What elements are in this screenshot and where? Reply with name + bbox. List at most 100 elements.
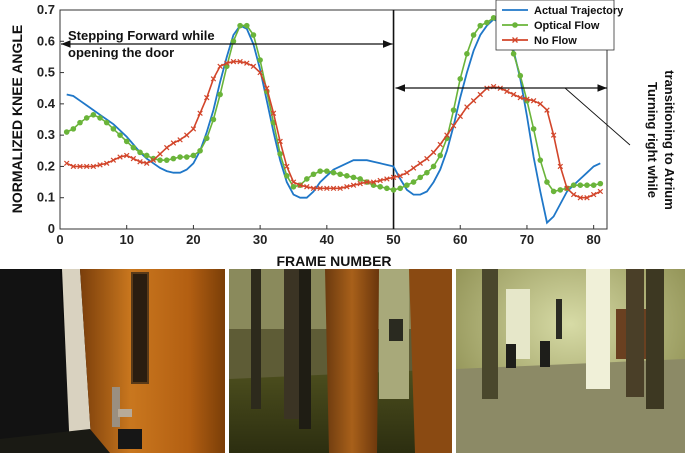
optical-flow-point — [557, 187, 564, 193]
y-tick-label: 0.7 — [37, 2, 55, 17]
optical-flow-point — [450, 107, 457, 113]
annotation-forward-text: Stepping Forward while — [68, 28, 215, 43]
optical-flow-point — [103, 119, 110, 126]
video-frames — [0, 269, 685, 453]
optical-flow-point — [83, 115, 90, 121]
optical-flow-point — [137, 149, 143, 156]
optical-flow-point — [250, 32, 257, 38]
optical-flow-point — [257, 57, 263, 63]
optical-flow-point — [377, 183, 383, 190]
x-tick-label: 10 — [119, 232, 133, 247]
legend: Actual Trajectory Optical Flow No Flow — [495, 0, 624, 51]
optical-flow-point — [584, 182, 590, 188]
no-flow-point — [190, 126, 197, 132]
no-flow-point — [83, 163, 90, 170]
optical-flow-point — [203, 135, 210, 142]
no-flow-point — [304, 184, 310, 190]
optical-flow-point — [437, 152, 444, 159]
no-flow-point — [210, 76, 217, 82]
optical-flow-point — [384, 185, 390, 192]
no-flow-point — [450, 123, 457, 129]
optical-flow-point — [510, 51, 517, 57]
legend-label: Actual Trajectory — [534, 5, 624, 17]
optical-flow-point — [177, 154, 183, 160]
no-flow-point — [284, 163, 290, 170]
y-tick-label: 0.2 — [37, 158, 55, 173]
optical-flow-point — [350, 174, 357, 181]
optical-flow-point — [397, 185, 404, 192]
optical-flow-point — [284, 173, 290, 179]
no-flow-point — [110, 157, 117, 163]
no-flow-point — [77, 163, 83, 170]
no-flow-point — [157, 151, 163, 157]
annotation-turn-text: transitioning to Atrium — [662, 70, 677, 210]
optical-flow-point — [330, 169, 337, 176]
optical-flow-point — [117, 132, 123, 138]
x-tick-label: 0 — [56, 232, 63, 247]
y-tick-label: 0.5 — [37, 65, 55, 80]
no-flow-point — [184, 132, 190, 138]
no-flow-point — [590, 191, 597, 198]
optical-flow-point — [90, 112, 97, 118]
no-flow-point — [477, 91, 483, 98]
no-flow-point — [577, 194, 584, 201]
optical-flow-point — [317, 168, 323, 174]
optical-flow-point — [123, 138, 130, 145]
optical-flow-point — [97, 115, 103, 121]
legend-label: Optical Flow — [534, 20, 600, 32]
y-axis-label: NORMALIZED KNEE ANGLE — [9, 25, 25, 213]
no-flow-point — [410, 165, 417, 171]
optical-flow-point — [550, 188, 557, 195]
optical-flow-point — [237, 22, 243, 29]
optical-flow-point — [183, 154, 190, 160]
optical-flow-point — [517, 72, 524, 79]
optical-flow-point — [477, 22, 484, 29]
optical-flow-point — [190, 152, 197, 159]
no-flow-point — [377, 177, 383, 184]
optical-flow-point — [230, 38, 237, 45]
no-flow-point — [137, 159, 143, 165]
no-flow-point — [224, 60, 230, 66]
no-flow-point — [557, 163, 564, 170]
optical-flow-point — [290, 183, 297, 190]
optical-flow-point — [277, 151, 283, 157]
no-flow-point — [310, 185, 317, 192]
optical-flow-point — [544, 179, 550, 185]
annotation-leader-line — [564, 87, 631, 146]
optical-flow-point — [337, 171, 343, 178]
no-flow-point — [270, 110, 277, 116]
optical-flow-point — [424, 169, 430, 176]
no-flow-point — [390, 174, 397, 181]
frame-door-closeup — [0, 269, 225, 453]
legend-label: No Flow — [534, 35, 577, 47]
no-flow-point — [510, 91, 517, 98]
no-flow-point — [517, 94, 524, 101]
no-flow-point — [324, 185, 330, 192]
no-flow-point — [217, 63, 223, 70]
y-tick-label: 0 — [48, 221, 55, 236]
optical-flow-point — [310, 171, 317, 178]
optical-flow-point — [404, 182, 410, 188]
optical-flow-point — [590, 182, 597, 188]
optical-flow-point — [390, 187, 397, 193]
no-flow-point — [130, 155, 137, 162]
no-flow-point — [97, 162, 103, 168]
optical-flow-point — [70, 126, 77, 132]
optical-flow-point — [530, 126, 537, 132]
no-flow-point — [290, 179, 297, 185]
no-flow-point — [437, 141, 443, 148]
no-flow-point — [397, 173, 403, 179]
no-flow-point — [530, 98, 537, 104]
no-flow-point — [150, 157, 157, 163]
no-flow-point — [444, 132, 450, 138]
no-flow-point — [364, 179, 370, 185]
x-axis-label: FRAME NUMBER — [276, 253, 391, 269]
no-flow-point — [404, 169, 410, 176]
optical-flow-point — [143, 152, 150, 159]
no-flow-point — [164, 144, 170, 151]
no-flow-point — [143, 160, 150, 167]
no-flow-point — [470, 98, 477, 104]
no-flow-point — [537, 101, 544, 107]
x-tick-label: 20 — [186, 232, 200, 247]
no-flow-point — [424, 155, 430, 162]
